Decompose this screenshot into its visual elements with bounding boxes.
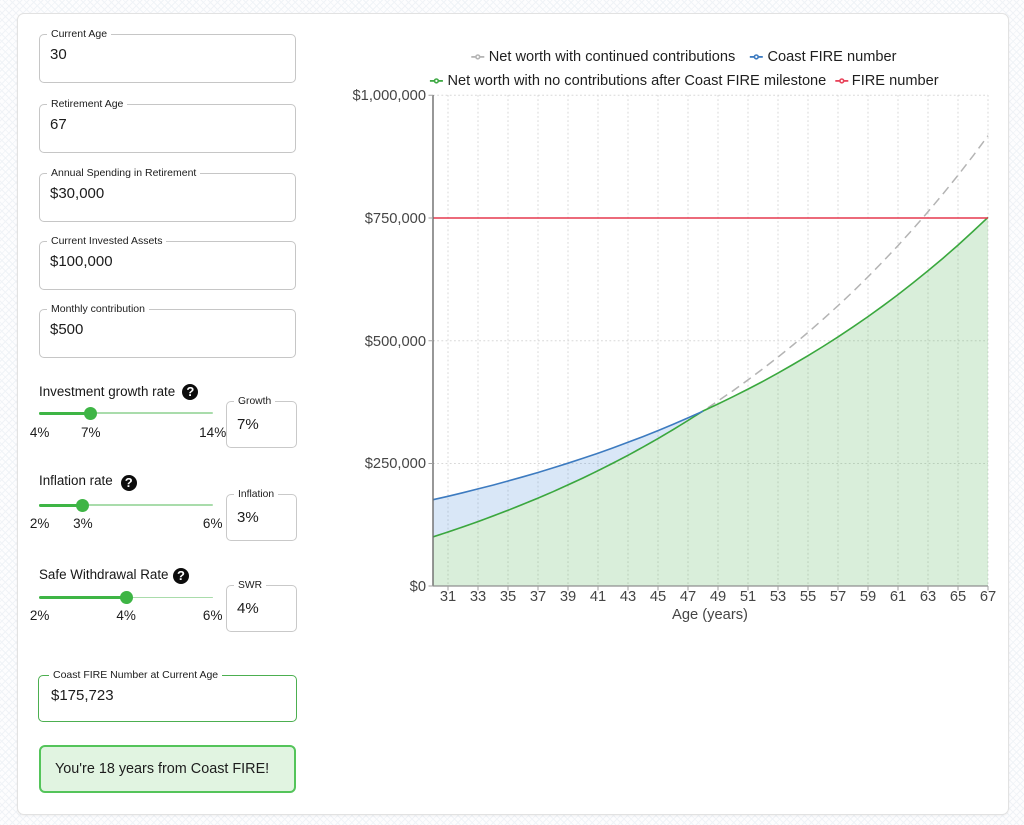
svg-text:Net worth with no contribution: Net worth with no contributions after Co… [448, 73, 827, 89]
svg-text:$250,000: $250,000 [365, 456, 426, 472]
svg-text:$1,000,000: $1,000,000 [352, 88, 426, 104]
svg-text:67: 67 [980, 589, 996, 605]
svg-text:53: 53 [770, 589, 786, 605]
svg-text:59: 59 [860, 589, 876, 605]
svg-text:$0: $0 [410, 579, 426, 595]
svg-text:FIRE number: FIRE number [852, 73, 939, 89]
svg-text:33: 33 [470, 589, 486, 605]
svg-text:35: 35 [500, 589, 516, 605]
svg-text:39: 39 [560, 589, 576, 605]
svg-text:47: 47 [680, 589, 696, 605]
svg-text:65: 65 [950, 589, 966, 605]
svg-text:Net worth with continued contr: Net worth with continued contributions [489, 49, 736, 65]
svg-text:49: 49 [710, 589, 726, 605]
svg-text:61: 61 [890, 589, 906, 605]
svg-text:57: 57 [830, 589, 846, 605]
svg-text:31: 31 [440, 589, 456, 605]
svg-text:41: 41 [590, 589, 606, 605]
svg-text:55: 55 [800, 589, 816, 605]
svg-text:63: 63 [920, 589, 936, 605]
svg-text:51: 51 [740, 589, 756, 605]
svg-text:Age (years): Age (years) [672, 607, 748, 623]
svg-text:Coast FIRE number: Coast FIRE number [768, 49, 897, 65]
svg-text:45: 45 [650, 589, 666, 605]
svg-text:43: 43 [620, 589, 636, 605]
svg-text:$500,000: $500,000 [365, 334, 426, 350]
svg-text:$750,000: $750,000 [365, 211, 426, 227]
svg-text:37: 37 [530, 589, 546, 605]
